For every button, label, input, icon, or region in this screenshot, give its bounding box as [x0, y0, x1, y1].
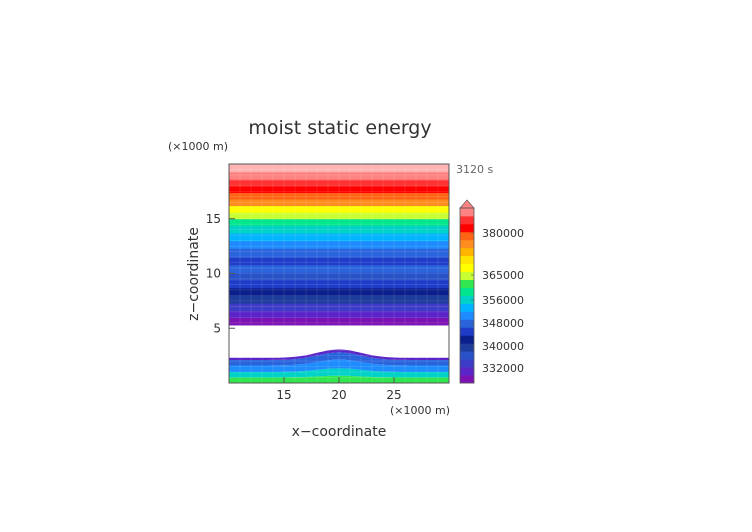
contour-band: [229, 218, 449, 226]
colorbar-label: 340000: [482, 340, 524, 353]
colorbar-swatch: [460, 351, 474, 360]
colorbar-swatch: [460, 359, 474, 368]
contour-band: [229, 171, 449, 180]
plot-area: [229, 164, 449, 383]
colorbar-swatch: [460, 327, 474, 336]
colorbar-label: 380000: [482, 227, 524, 240]
colorbar-frame: [459, 207, 475, 384]
x-tick-label: 25: [386, 388, 401, 402]
x-unit-label: (×1000 m): [390, 404, 450, 417]
colorbar-swatch: [460, 375, 474, 384]
y-unit-label: (×1000 m): [168, 140, 228, 153]
colorbar-swatch: [460, 303, 474, 312]
contour-band: [229, 185, 449, 193]
colorbar-swatch: [460, 271, 474, 280]
contour-band: [229, 225, 449, 234]
colorbar-label: 332000: [482, 362, 524, 375]
colorbar-swatch: [460, 367, 474, 376]
contour-band: [229, 352, 449, 366]
contour-band: [229, 257, 449, 266]
colorbar-swatch: [460, 208, 474, 217]
time-label: 3120 s: [456, 163, 493, 176]
colorbar-swatch: [460, 295, 474, 304]
contour-band: [229, 205, 449, 213]
colorbar-swatch: [460, 255, 474, 265]
y-axis: 5 10 15: [206, 212, 235, 335]
contour-band: [229, 212, 449, 220]
colorbar-swatch: [460, 343, 474, 352]
x-tick-label: 15: [276, 388, 291, 402]
contour-band: [229, 359, 449, 372]
colorbar: 332000 340000 348000 356000 365000 380000: [459, 199, 524, 384]
colorbar-label: 365000: [482, 269, 524, 282]
y-tick-label: 15: [206, 212, 221, 226]
colorbar-swatch: [460, 335, 474, 344]
colorbar-swatch: [460, 215, 474, 225]
contour-band: [229, 164, 449, 173]
x-axis: 15 20 25: [276, 377, 402, 402]
y-tick-label: 5: [213, 321, 221, 335]
chart-title: moist static energy: [248, 117, 431, 139]
contour-band: [229, 303, 449, 312]
colorbar-swatch: [460, 279, 474, 288]
contour-band: [229, 264, 449, 273]
colorbar-label: 348000: [482, 317, 524, 330]
contour-band: [229, 295, 449, 304]
contour-band: [229, 272, 449, 281]
colorbar-swatch: [460, 311, 474, 320]
colorbar-swatch: [460, 231, 474, 241]
x-axis-label: x−coordinate: [292, 424, 387, 440]
contour-band: [229, 317, 449, 326]
colorbar-swatch: [460, 263, 474, 273]
colorbar-swatch: [460, 223, 474, 233]
contour-band: [229, 179, 449, 187]
contour-band: [229, 287, 449, 296]
contour-band: [229, 232, 449, 242]
y-axis-label: z−coordinate: [186, 227, 202, 321]
contour-band: [229, 248, 449, 258]
x-tick-label: 20: [331, 388, 346, 402]
colorbar-label: 356000: [482, 294, 524, 307]
y-tick-label: 10: [206, 267, 221, 281]
colorbar-swatch: [460, 287, 474, 296]
contour-band: [229, 199, 449, 207]
contour-band: [229, 280, 449, 289]
contour-band: [229, 310, 449, 318]
colorbar-swatch: [460, 319, 474, 328]
contour-band: [229, 349, 449, 360]
colorbar-swatch: [460, 247, 474, 257]
colorbar-swatch: [460, 239, 474, 249]
contour-band: [229, 240, 449, 249]
colorbar-extend-arrow: [459, 199, 475, 209]
contour-band: [229, 192, 449, 200]
contour-band: [229, 368, 449, 378]
